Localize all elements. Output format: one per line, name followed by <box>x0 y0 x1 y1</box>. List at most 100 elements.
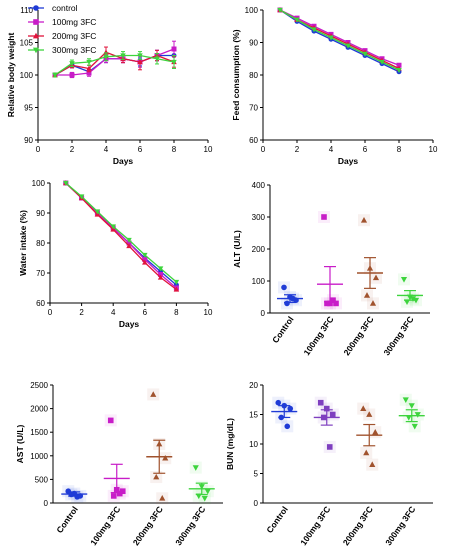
data-point <box>396 62 402 68</box>
y-tick-label: 90 <box>24 136 33 145</box>
data-point <box>126 240 132 246</box>
data-point <box>173 279 180 285</box>
data-point <box>86 65 92 71</box>
y-tick-label: 100 <box>20 71 34 80</box>
y-tick-label: 60 <box>249 136 258 145</box>
y-tick-label: 80 <box>249 71 258 80</box>
data-point <box>116 490 123 497</box>
data-point <box>372 274 380 281</box>
category-group: 200mg 3FC <box>131 388 173 547</box>
x-tick-label: 4 <box>104 145 109 154</box>
x-category-label: Control <box>54 504 80 534</box>
x-category-label: 300mg 3FC <box>383 504 417 547</box>
bun-chart: 0 5 10 15 20 BUN (mg/dL) Control 100mg 3FC 200mg… <box>225 381 433 547</box>
data-point <box>63 180 69 186</box>
y-tick-label: 500 <box>35 475 49 484</box>
data-point <box>198 484 205 490</box>
y-axis-title: ALT (U/L) <box>232 230 242 268</box>
data-point <box>69 61 75 67</box>
y-tick-label: 60 <box>36 299 45 308</box>
data-point <box>330 297 336 303</box>
category-group: 100mg 3FC <box>301 211 343 357</box>
data-point <box>94 209 101 215</box>
data-point <box>156 440 163 447</box>
data-point <box>126 243 132 249</box>
data-point <box>321 214 327 220</box>
data-point <box>333 300 339 307</box>
data-point <box>150 391 157 397</box>
x-category-label: 100mg 3FC <box>301 314 335 357</box>
data-point <box>157 274 164 280</box>
data-point <box>126 237 132 243</box>
y-tick-label: 95 <box>24 104 33 113</box>
data-point <box>414 412 421 418</box>
x-category-label: Control <box>270 314 296 344</box>
y-tick-label: 300 <box>252 213 266 222</box>
y-tick-label: 15 <box>249 411 258 420</box>
y-axis-title: BUN (mg/dL) <box>225 418 235 470</box>
category-group: 100mg 3FC <box>298 396 340 547</box>
x-tick-label: 4 <box>111 308 116 317</box>
ast-chart: 0 500 1000 1500 2000 2500 AST (U/L) Control 100m… <box>15 381 223 547</box>
x-tick-label: 2 <box>79 308 84 317</box>
data-point <box>110 224 116 230</box>
y-tick-label: 0 <box>261 309 266 318</box>
data-point <box>379 59 385 65</box>
y-axis-title: Water intake (%) <box>18 210 28 276</box>
y-tick-label: 2500 <box>30 381 48 390</box>
data-point <box>369 300 377 306</box>
data-point <box>405 415 412 421</box>
category-group: 300mg 3FC <box>381 273 423 357</box>
y-tick-label: 0 <box>254 499 259 508</box>
series-line <box>279 9 400 73</box>
y-axis-title: Relative body weight <box>6 33 16 118</box>
category-group: Control <box>54 485 88 535</box>
legend-label: 300mg 3FC <box>52 45 96 55</box>
data-point <box>406 294 414 301</box>
data-point <box>294 17 300 23</box>
y-tick-label: 105 <box>20 39 34 48</box>
data-point <box>52 72 58 78</box>
data-point <box>275 399 282 406</box>
data-point <box>68 491 75 498</box>
category-group: 100mg 3FC <box>88 414 130 547</box>
data-point <box>311 27 317 33</box>
y-tick-label: 100 <box>32 179 46 188</box>
data-point <box>329 411 336 418</box>
data-point <box>278 414 285 421</box>
data-point <box>400 277 408 283</box>
data-point <box>366 411 373 417</box>
data-point <box>362 51 368 57</box>
data-point <box>402 397 409 403</box>
data-point <box>119 488 126 494</box>
category-group: 300mg 3FC <box>173 461 215 547</box>
y-tick-label: 80 <box>36 239 45 248</box>
legend-marker <box>33 19 39 25</box>
legend: control 100mg 3FC 200mg 3FC 300mg 3FC <box>28 3 96 55</box>
data-point <box>345 43 351 49</box>
data-point <box>411 423 418 430</box>
x-tick-label: 0 <box>48 308 53 317</box>
alt-chart: 0 100 200 300 400 ALT (U/L) Control 100mg 3FC 20… <box>232 181 430 357</box>
series-line <box>279 9 400 66</box>
x-category-label: 200mg 3FC <box>341 504 375 547</box>
x-tick-label: 4 <box>329 145 334 154</box>
data-point <box>86 59 92 65</box>
x-category-label: 200mg 3FC <box>341 314 375 357</box>
series <box>63 180 180 285</box>
data-point <box>137 53 143 59</box>
data-point <box>201 495 208 502</box>
data-point <box>113 486 120 493</box>
legend-marker <box>33 5 39 11</box>
data-point <box>366 264 374 271</box>
data-point <box>204 488 211 495</box>
data-point <box>412 297 420 304</box>
data-point <box>409 296 417 302</box>
category-group: 200mg 3FC <box>341 214 383 357</box>
y-tick-label: 10 <box>249 440 258 449</box>
data-point <box>324 300 330 307</box>
x-tick-label: 2 <box>295 145 300 154</box>
data-point <box>107 417 114 424</box>
data-point <box>171 46 177 52</box>
